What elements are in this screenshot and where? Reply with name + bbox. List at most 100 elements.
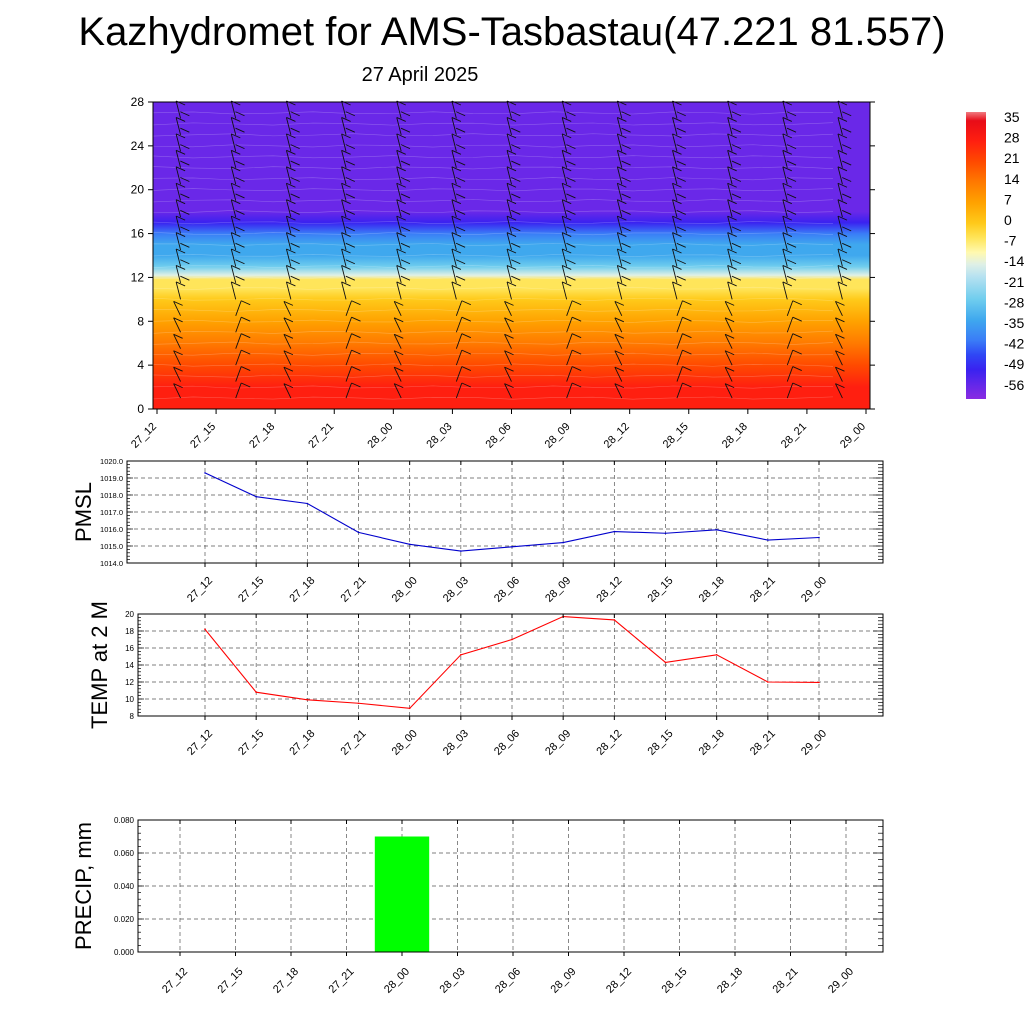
wind-barb-flag	[835, 300, 845, 306]
wind-barb-flag	[396, 232, 406, 237]
wind-barb-flag	[672, 248, 682, 254]
wind-barb-flag	[621, 160, 631, 166]
wind-barb-flag	[286, 232, 296, 237]
wind-barb-flag	[345, 127, 355, 133]
wind-barb-staff	[504, 317, 512, 333]
wind-barb-flag	[571, 349, 582, 355]
wind-barb-flag	[504, 300, 514, 306]
wind-barb-staff	[506, 199, 512, 218]
wind-barb-flag	[341, 149, 351, 155]
wind-barb-flag	[504, 383, 514, 389]
wind-barb-flag	[451, 281, 462, 287]
wind-barb-flag	[792, 366, 802, 371]
data-point	[613, 619, 616, 621]
wind-barb-flag	[566, 259, 576, 265]
wind-barb-staff	[837, 216, 843, 234]
wind-barb-flag	[175, 248, 186, 254]
wind-barb-staff	[285, 166, 292, 185]
wind-barb-staff	[345, 317, 352, 333]
isotherm-line	[152, 166, 834, 170]
wind-barb-staff	[455, 349, 463, 366]
wind-barb-staff	[506, 183, 512, 201]
wind-barb-staff	[396, 183, 402, 201]
wind-barb-staff	[396, 100, 402, 119]
wind-barb-staff	[285, 100, 292, 119]
wind-barb	[782, 232, 797, 251]
wind-barb-flag	[241, 300, 251, 306]
x-tick-label: 28_21	[748, 728, 778, 758]
wind-barb-flag	[341, 199, 351, 205]
y-tick-label: 20	[125, 610, 134, 619]
wind-barb-staff	[175, 281, 182, 300]
wind-barb-staff	[451, 183, 457, 201]
wind-barb-staff	[345, 300, 352, 316]
wind-barb	[173, 366, 183, 382]
wind-barb-flag	[731, 226, 742, 232]
wind-barb-staff	[235, 300, 242, 316]
x-tick-label: 29_00	[826, 966, 856, 996]
wind-barb	[786, 382, 802, 399]
wind-barb-staff	[566, 366, 573, 382]
wind-barb-staff	[614, 317, 623, 333]
colorbar-label: -56	[1004, 377, 1024, 393]
y-tick-label: 16	[131, 227, 145, 241]
wind-barb-staff	[782, 216, 788, 234]
wind-barb-staff	[173, 301, 181, 316]
wind-barb-flag	[290, 111, 300, 117]
wind-barb	[676, 382, 692, 399]
wind-barb-staff	[727, 133, 733, 152]
wind-barb-flag	[727, 232, 737, 237]
wind-barb-flag	[241, 366, 251, 371]
wind-barb	[561, 166, 576, 185]
wind-barb	[616, 215, 631, 234]
wind-barb-flag	[792, 316, 802, 322]
wind-barb-flag	[175, 232, 186, 237]
wind-barb	[230, 182, 245, 201]
y-tick-label: 1019.0	[100, 474, 123, 483]
wind-barb-staff	[393, 366, 402, 382]
wind-barb-flag	[175, 182, 186, 188]
wind-barb-flag	[451, 117, 462, 122]
wind-barb-staff	[396, 199, 402, 218]
colorbar-bar	[966, 112, 986, 399]
wind-barb-staff	[396, 216, 402, 234]
wind-barb-flag	[786, 144, 797, 150]
x-tick-label: 28_09	[543, 575, 573, 605]
wind-barb-flag	[286, 199, 296, 205]
wind-barb	[396, 232, 411, 251]
isotherm-line	[152, 374, 834, 378]
wind-barb-staff	[230, 199, 237, 218]
wind-barb	[506, 166, 521, 185]
wind-barb-staff	[724, 334, 733, 349]
wind-barb	[672, 281, 682, 300]
wind-barb	[782, 215, 797, 234]
wind-barb-flag	[173, 350, 183, 356]
wind-barb-staff	[235, 382, 242, 399]
wind-barb-flag	[180, 275, 190, 281]
wind-barb-staff	[727, 117, 733, 136]
y-tick-label: 1020.0	[100, 457, 123, 466]
wind-barb-staff	[837, 199, 843, 218]
wind-barb	[727, 281, 737, 300]
wind-barb-staff	[616, 248, 623, 267]
wind-barb-flag	[782, 215, 792, 221]
y-tick-label: 0.020	[114, 915, 135, 924]
wind-barb-flag	[511, 209, 521, 215]
wind-barb-staff	[230, 100, 237, 119]
wind-barb-staff	[561, 100, 568, 119]
page-subtitle: 27 April 2025	[361, 64, 479, 86]
wind-barb-staff	[672, 117, 678, 136]
wind-barb-flag	[451, 215, 462, 221]
wind-barb	[285, 133, 300, 152]
wind-barb-flag	[617, 265, 627, 270]
wind-barb-staff	[285, 265, 292, 284]
wind-barb-flag	[731, 111, 742, 117]
wind-barb-staff	[561, 117, 568, 136]
wind-barb-flag	[396, 281, 406, 287]
wind-barb-flag	[786, 127, 797, 133]
wind-barb-flag	[451, 182, 462, 188]
wind-barb	[614, 366, 625, 382]
wind-barb-flag	[672, 232, 682, 237]
wind-barb	[285, 166, 300, 185]
wind-barb-flag	[676, 127, 686, 133]
